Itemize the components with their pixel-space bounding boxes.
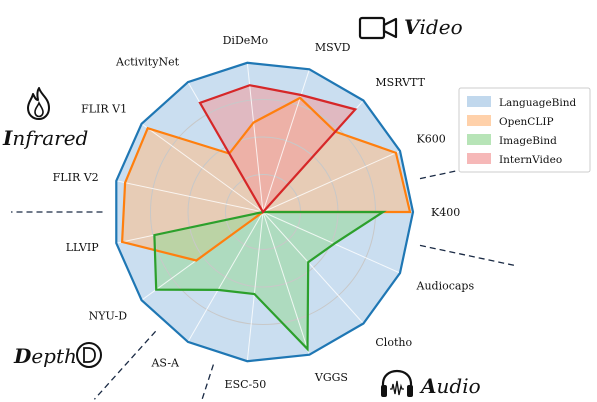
legend-swatch-imagebind	[467, 134, 491, 145]
modality-depth: Depth	[13, 342, 102, 368]
spoke-vggs	[262, 211, 310, 355]
axis-label-k400: K400	[431, 206, 460, 219]
modality-depth-rest: epth	[31, 344, 77, 368]
series-line-imagebind	[153, 210, 387, 352]
axis-label-flir-v2: FLIR V2	[53, 171, 99, 184]
modality-video-rest: ideo	[420, 15, 463, 39]
svg-text:Depth: Depth	[13, 344, 77, 368]
legend-swatch-languagebind	[467, 96, 491, 107]
series-line-internvideo	[198, 84, 358, 214]
axis-label-nyu-d: NYU-D	[89, 310, 128, 323]
legend-label-openclip: OpenCLIP	[499, 116, 554, 128]
series-fill-internvideo	[200, 85, 356, 212]
series-fill-imagebind	[154, 212, 383, 349]
series-line-languagebind	[115, 61, 415, 363]
legend-swatch-internvideo	[467, 153, 491, 164]
modality-audio-rest: udio	[437, 374, 481, 398]
axis-labels: K400 K600 MSRVTT MSVD DiDeMo ActivityNet FLIR …	[53, 34, 475, 391]
modality-video: Video	[358, 15, 463, 40]
modality-depth-first: D	[13, 344, 32, 368]
modality-audio-first: A	[419, 374, 437, 398]
axis-label-llvip: LLVIP	[66, 241, 100, 254]
depth-d-icon	[76, 342, 102, 368]
svg-text:Video: Video	[404, 15, 463, 39]
modality-infrared-first: I	[2, 126, 13, 150]
spoke-esc-50	[246, 211, 264, 362]
axis-label-as-a: AS-A	[150, 357, 180, 370]
spoke-clotho	[262, 211, 364, 324]
modality-separator	[200, 364, 215, 402]
spoke-flir v2	[116, 180, 264, 213]
modality-infrared-rest: nfrared	[12, 126, 88, 150]
svg-text:Audio: Audio	[419, 374, 481, 398]
axis-label-clotho: Clotho	[375, 336, 412, 349]
axis-label-msvd: MSVD	[315, 41, 351, 54]
axis-label-k600: K600	[417, 133, 446, 146]
axis-label-msrvtt: MSRVTT	[375, 76, 425, 89]
svg-text:Infrared: Infrared	[2, 126, 88, 150]
modality-video-first: V	[404, 15, 422, 39]
modality-infrared: Infrared	[2, 87, 88, 150]
spoke-didemo	[246, 62, 264, 213]
spoke-msvd	[262, 69, 310, 213]
spoke-as-a	[187, 211, 264, 343]
axis-label-vggs: VGGS	[314, 371, 348, 384]
axis-label-didemo: DiDeMo	[223, 34, 269, 47]
headphones-icon	[381, 369, 413, 397]
axis-label-flir-v1: FLIR V1	[81, 102, 127, 115]
flame-icon	[27, 87, 50, 120]
modality-separator	[93, 330, 157, 400]
modality-separators	[11, 158, 516, 402]
series-outlines	[115, 61, 415, 363]
spoke-flir v1	[141, 123, 264, 213]
legend-label-imagebind: ImageBind	[499, 135, 557, 147]
spoke-k600	[262, 150, 401, 213]
series-line-openclip	[120, 96, 412, 262]
modality-separator	[419, 244, 516, 267]
axis-label-audiocaps: Audiocaps	[416, 279, 475, 292]
modality-audio: Audio	[381, 369, 481, 398]
modality-separator	[419, 158, 513, 180]
axis-label-esc-50: ESC-50	[225, 378, 267, 391]
video-camera-icon	[358, 16, 398, 40]
legend-label-languagebind: LanguageBind	[499, 97, 577, 109]
legend-label-internvideo: InternVideo	[499, 154, 562, 166]
legend-swatch-openclip	[467, 115, 491, 126]
spoke-audiocaps	[262, 211, 401, 274]
legend: LanguageBind OpenCLIP ImageBind InternVideo	[458, 87, 591, 173]
axis-label-activitynet: ActivityNet	[115, 56, 180, 69]
